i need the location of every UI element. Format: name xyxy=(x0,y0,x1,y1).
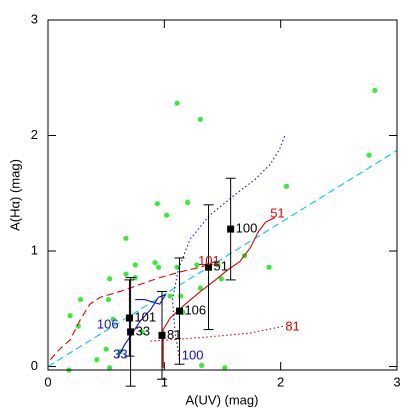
point xyxy=(154,201,160,207)
point xyxy=(107,276,113,282)
point xyxy=(215,262,221,268)
annotation: 100 xyxy=(182,348,204,363)
y-tick-label: 0 xyxy=(31,358,38,373)
point xyxy=(266,264,272,270)
point-label: 106 xyxy=(184,303,206,318)
point-label: 51 xyxy=(214,259,228,274)
point xyxy=(127,328,135,336)
curve xyxy=(162,217,276,368)
point xyxy=(77,296,84,303)
point xyxy=(222,365,228,371)
point xyxy=(178,293,184,299)
point xyxy=(103,346,109,352)
point xyxy=(194,262,200,268)
point xyxy=(283,183,290,189)
x-tick-label: 2 xyxy=(277,374,284,389)
point xyxy=(227,225,235,233)
point xyxy=(366,152,372,158)
annotation: 33 xyxy=(113,346,127,361)
point xyxy=(174,100,180,106)
curve xyxy=(171,134,286,360)
point xyxy=(132,262,138,268)
point xyxy=(152,259,158,266)
point xyxy=(158,331,166,339)
point xyxy=(139,329,145,335)
point xyxy=(372,87,378,94)
point xyxy=(198,362,205,368)
annotation: 101 xyxy=(198,253,220,268)
point xyxy=(155,264,162,270)
y-tick-label: 2 xyxy=(31,127,38,142)
point-label: 100 xyxy=(236,221,258,236)
point-label: 81 xyxy=(167,327,181,342)
point-label: 33 xyxy=(136,323,150,338)
point xyxy=(164,212,170,218)
point-label: 101 xyxy=(134,309,156,324)
point xyxy=(123,271,129,277)
point xyxy=(197,285,203,291)
point xyxy=(218,276,224,282)
point xyxy=(107,365,113,371)
point xyxy=(123,235,129,241)
point xyxy=(175,307,183,315)
annotation: 51 xyxy=(270,205,284,220)
x-axis-title: A(UV) (mag) xyxy=(186,392,259,407)
y-axis-title: A(Hα) (mag) xyxy=(7,159,22,231)
point xyxy=(185,199,191,206)
plot-frame xyxy=(47,19,398,371)
y-tick-label: 1 xyxy=(31,242,38,257)
point xyxy=(67,313,73,319)
point xyxy=(110,316,116,322)
x-tick-label: 0 xyxy=(44,374,51,389)
x-tick-label: 3 xyxy=(393,374,400,389)
curve xyxy=(49,260,216,360)
annotation: 81 xyxy=(285,319,299,334)
point xyxy=(125,314,133,322)
point xyxy=(94,357,100,363)
point xyxy=(105,296,112,303)
point xyxy=(205,263,213,271)
curve xyxy=(117,293,167,358)
point xyxy=(75,323,81,329)
y-tick-label: 3 xyxy=(31,11,38,26)
curve xyxy=(47,150,398,367)
curve xyxy=(150,325,285,342)
point xyxy=(197,116,203,122)
x-tick-label: 1 xyxy=(161,374,168,389)
annotation: 106 xyxy=(97,316,119,331)
point xyxy=(167,293,173,299)
